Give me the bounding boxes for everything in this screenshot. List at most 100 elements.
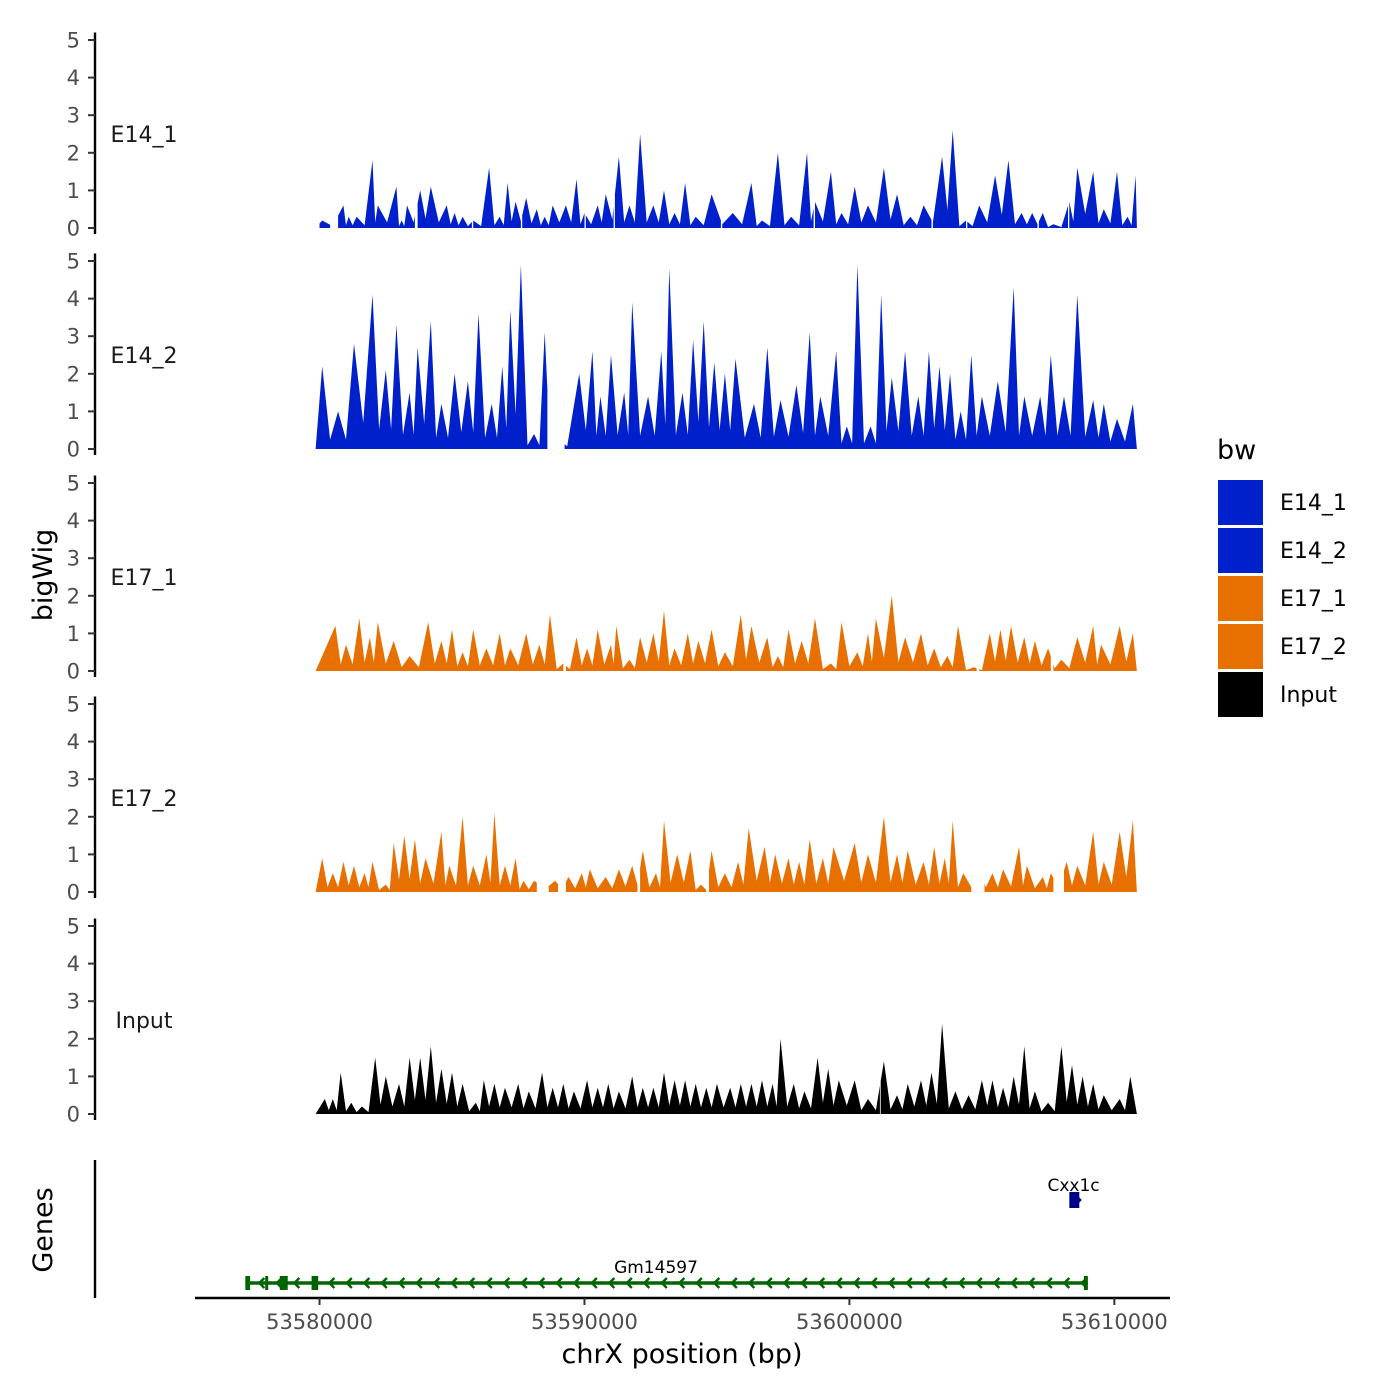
coverage-area bbox=[548, 880, 558, 892]
coverage-area bbox=[709, 816, 972, 892]
coverage-area bbox=[1064, 820, 1137, 892]
legend-swatch bbox=[1218, 480, 1263, 525]
coverage-area bbox=[565, 595, 977, 671]
legend-swatch bbox=[1218, 672, 1263, 717]
gene-gm14597: Gm14597 bbox=[245, 1258, 1088, 1290]
strand-arrow bbox=[642, 1277, 651, 1289]
y-tick-label: 1 bbox=[67, 179, 80, 203]
coverage-area bbox=[564, 264, 1137, 449]
y-tick-label: 5 bbox=[67, 250, 80, 274]
gene-exon bbox=[311, 1276, 319, 1290]
legend-label: Input bbox=[1280, 683, 1337, 708]
strand-arrow bbox=[310, 1277, 318, 1289]
gene-exon bbox=[279, 1276, 288, 1290]
coverage-area bbox=[880, 1023, 1137, 1114]
legend-item-e17-1: E17_1 bbox=[1218, 576, 1347, 621]
strand-arrow bbox=[292, 1277, 301, 1289]
coverage-area bbox=[979, 625, 1051, 671]
coverage-area bbox=[417, 186, 472, 228]
strand-arrow bbox=[905, 1277, 913, 1289]
strand-arrow bbox=[1077, 1196, 1082, 1204]
y-tick-label: 0 bbox=[67, 881, 80, 905]
track-panel-e14-1: 0 1 2 3 4 5 E14_1 bbox=[67, 29, 1137, 241]
strand-arrow bbox=[870, 1277, 878, 1289]
coverage-area bbox=[565, 865, 638, 892]
legend-swatch bbox=[1218, 576, 1263, 621]
strand-arrow bbox=[660, 1277, 668, 1289]
y-tick-label: 1 bbox=[67, 1065, 80, 1089]
y-axis-title: bigWig bbox=[28, 529, 59, 622]
coverage-area bbox=[967, 160, 1038, 228]
track-panel-input: 0 1 2 3 4 5 Input bbox=[67, 915, 1137, 1127]
coverage-area bbox=[984, 846, 1054, 892]
coverage-area bbox=[815, 167, 932, 228]
track-panels: 0 1 2 3 4 5 E14_1 0 1 2 3 4 5 E14_2 0 1 2 3 4 5 E17_1 0 1 2 3 4 5 E… bbox=[28, 29, 1137, 1127]
y-tick-label: 0 bbox=[67, 1103, 80, 1127]
strand-arrow bbox=[975, 1277, 983, 1289]
track-panel-e17-1: 0 1 2 3 4 5 E17_1 bbox=[67, 472, 1137, 684]
gene-cxx1c: Cxx1c bbox=[1047, 1176, 1100, 1208]
y-tick-label: 3 bbox=[67, 990, 80, 1014]
legend-label: E14_2 bbox=[1280, 539, 1347, 564]
strand-arrow bbox=[887, 1277, 896, 1289]
strand-arrow bbox=[1010, 1277, 1018, 1289]
y-tick-label: 5 bbox=[67, 915, 80, 939]
coverage-area bbox=[315, 813, 537, 892]
strand-arrow bbox=[450, 1277, 458, 1289]
strand-arrow bbox=[1027, 1277, 1036, 1289]
legend-title: bw bbox=[1217, 435, 1256, 466]
strand-arrow bbox=[607, 1277, 616, 1289]
strand-arrow bbox=[415, 1277, 423, 1289]
panel-label: E17_1 bbox=[111, 566, 178, 591]
gene-exon bbox=[1069, 1192, 1080, 1208]
coverage-area bbox=[640, 820, 707, 892]
y-tick-label: 2 bbox=[67, 141, 80, 165]
strand-arrow bbox=[1080, 1277, 1088, 1289]
coverage-area bbox=[522, 179, 585, 228]
strand-arrow bbox=[992, 1277, 1001, 1289]
strand-arrow bbox=[765, 1277, 773, 1289]
strand-arrow bbox=[345, 1277, 353, 1289]
gene-label: Cxx1c bbox=[1047, 1176, 1099, 1196]
y-tick-label: 0 bbox=[67, 660, 80, 684]
strand-arrow bbox=[537, 1277, 546, 1289]
y-tick-label: 3 bbox=[67, 768, 80, 792]
y-tick-label: 1 bbox=[67, 843, 80, 867]
coverage-area bbox=[315, 264, 548, 449]
strand-arrow bbox=[555, 1277, 563, 1289]
coverage-area bbox=[932, 130, 966, 228]
y-tick-label: 5 bbox=[67, 29, 80, 53]
strand-arrow bbox=[852, 1277, 861, 1289]
coverage-area bbox=[614, 134, 721, 228]
strand-arrow bbox=[485, 1277, 493, 1289]
legend-label: E17_2 bbox=[1280, 635, 1347, 660]
strand-arrow bbox=[625, 1277, 633, 1289]
strand-arrow bbox=[327, 1277, 336, 1289]
panel-label: E14_1 bbox=[111, 123, 178, 148]
legend-swatch bbox=[1218, 528, 1263, 573]
strand-arrow bbox=[835, 1277, 843, 1289]
genes-panel: Genes Cxx1c Gm14597 bbox=[28, 1160, 1100, 1298]
y-tick-label: 2 bbox=[67, 1027, 80, 1051]
y-tick-label: 5 bbox=[67, 693, 80, 717]
strand-arrow bbox=[940, 1277, 948, 1289]
coverage-area bbox=[338, 160, 415, 228]
x-axis-title: chrX position (bp) bbox=[561, 1339, 802, 1370]
panel-label: E14_2 bbox=[111, 344, 178, 369]
y-tick-label: 3 bbox=[67, 104, 80, 128]
panel-label: Input bbox=[116, 1009, 173, 1034]
strand-arrow bbox=[572, 1277, 581, 1289]
gene-exon bbox=[245, 1276, 251, 1290]
y-tick-label: 0 bbox=[67, 438, 80, 462]
x-tick-label: 53600000 bbox=[796, 1310, 903, 1334]
legend-item-e14-1: E14_1 bbox=[1218, 480, 1347, 525]
coverage-area bbox=[319, 220, 331, 228]
legend-item-e14-2: E14_2 bbox=[1218, 528, 1347, 573]
genes-title: Genes bbox=[28, 1187, 59, 1272]
coverage-area bbox=[1038, 205, 1068, 228]
strand-arrow bbox=[502, 1277, 511, 1289]
gene-exon bbox=[1083, 1276, 1088, 1290]
coverage-area bbox=[1069, 167, 1137, 228]
y-tick-label: 1 bbox=[67, 622, 80, 646]
